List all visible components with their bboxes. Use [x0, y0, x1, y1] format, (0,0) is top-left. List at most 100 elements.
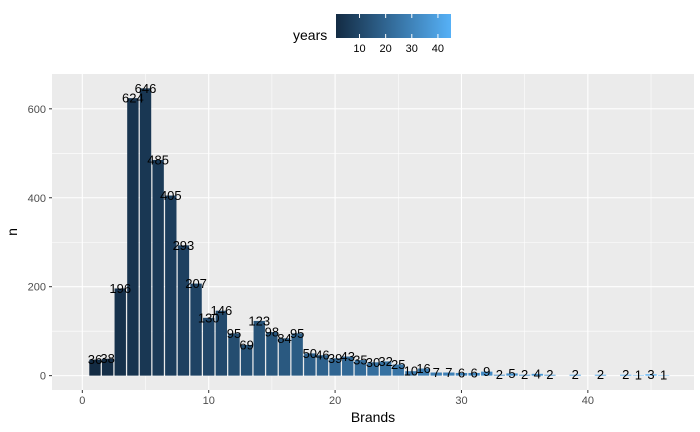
bar — [89, 359, 101, 376]
x-tick-label: 10 — [203, 395, 215, 407]
bar — [518, 374, 531, 376]
bar — [468, 372, 480, 376]
bar — [139, 88, 152, 376]
x-tick-label: 20 — [329, 395, 341, 407]
data-label: 98 — [265, 325, 279, 340]
bar — [177, 245, 190, 376]
bar — [316, 355, 329, 376]
data-label: 36 — [88, 352, 102, 367]
x-tick-label: 30 — [455, 395, 467, 407]
x-axis: 0 10 20 30 40 — [79, 390, 594, 407]
legend-ticks: 10 20 30 40 — [353, 14, 444, 55]
bar — [291, 333, 303, 376]
bar — [417, 368, 430, 376]
x-tick-label: 0 — [79, 395, 85, 407]
data-label: 3 — [647, 367, 654, 382]
data-label: 9 — [483, 364, 490, 379]
data-label: 6 — [470, 365, 477, 380]
data-label: 2 — [597, 367, 604, 382]
bar — [329, 358, 341, 376]
data-label: 293 — [173, 238, 195, 253]
legend-title: years — [293, 27, 327, 43]
legend-tick-label: 40 — [432, 43, 444, 55]
bar — [304, 353, 316, 376]
data-label: 646 — [135, 81, 157, 96]
bar — [392, 364, 404, 376]
data-label: 2 — [521, 367, 528, 382]
data-label: 7 — [445, 365, 452, 380]
data-label: 4 — [534, 366, 541, 381]
bar — [481, 371, 493, 376]
data-label: 38 — [100, 351, 114, 366]
data-label: 6 — [458, 365, 465, 380]
y-tick-label: 200 — [28, 282, 46, 294]
y-axis: 0 200 400 600 — [28, 104, 52, 383]
data-label: 10 — [404, 364, 418, 379]
bar — [455, 372, 468, 376]
bar — [127, 98, 139, 376]
legend-tick-label: 20 — [380, 43, 392, 55]
bar — [215, 310, 228, 376]
data-label: 485 — [147, 152, 169, 167]
bar — [531, 373, 543, 376]
bar — [266, 332, 278, 376]
bar — [114, 288, 126, 376]
y-tick-label: 400 — [28, 193, 46, 205]
data-label: 25 — [391, 357, 405, 372]
legend-tick-label: 10 — [353, 43, 365, 55]
data-label: 196 — [109, 281, 131, 296]
legend-colorbar — [336, 14, 451, 38]
data-label: 624 — [122, 91, 144, 106]
bar — [379, 361, 392, 376]
bar — [645, 374, 657, 376]
data-label: 39 — [328, 351, 342, 366]
data-label: 84 — [277, 331, 291, 346]
data-label: 405 — [160, 188, 182, 203]
data-label: 30 — [366, 355, 380, 370]
legend-tick-label: 30 — [406, 43, 418, 55]
data-label: 95 — [227, 326, 241, 341]
bar — [152, 159, 164, 376]
data-labels: 3638196624646485405293207130146956912398… — [88, 81, 668, 383]
x-axis-title: Brands — [351, 409, 395, 425]
data-label: 46 — [315, 348, 329, 363]
bar — [354, 360, 367, 376]
bar — [253, 320, 265, 376]
data-label: 95 — [290, 326, 304, 341]
y-axis-title: n — [4, 228, 20, 236]
bar — [367, 362, 379, 376]
data-label: 50 — [303, 346, 317, 361]
bar — [569, 374, 581, 376]
bar — [228, 333, 240, 376]
bar — [190, 283, 202, 376]
x-tick-label: 40 — [582, 395, 594, 407]
bar — [405, 371, 417, 376]
bars — [89, 88, 670, 376]
bar — [594, 374, 607, 376]
bar — [443, 372, 455, 376]
data-label: 2 — [572, 367, 579, 382]
bar — [506, 373, 518, 376]
data-label: 123 — [248, 313, 270, 328]
data-label: 43 — [340, 349, 354, 364]
bar — [203, 317, 215, 376]
y-tick-label: 0 — [40, 371, 46, 383]
data-label: 1 — [635, 368, 642, 383]
data-label: 5 — [508, 366, 515, 381]
bar — [430, 372, 442, 376]
bar — [165, 195, 177, 376]
bar — [493, 374, 506, 376]
data-label: 7 — [433, 365, 440, 380]
data-label: 130 — [198, 310, 220, 325]
bar — [278, 338, 291, 376]
data-label: 32 — [378, 354, 392, 369]
data-label: 1 — [660, 368, 667, 383]
bar — [620, 374, 632, 376]
data-label: 2 — [496, 367, 503, 382]
bar — [101, 358, 114, 376]
data-label: 69 — [239, 337, 253, 352]
data-label: 2 — [546, 367, 553, 382]
bar — [342, 356, 354, 376]
data-label: 146 — [210, 303, 232, 318]
